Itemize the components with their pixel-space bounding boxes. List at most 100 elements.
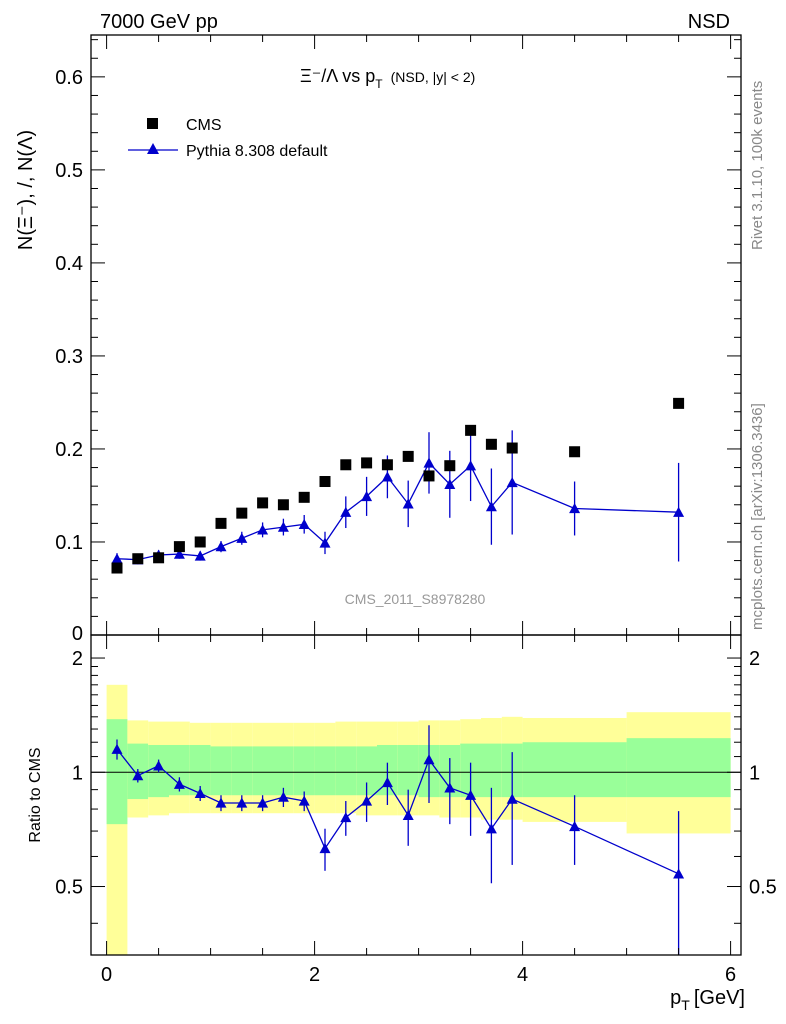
pythia-point	[194, 550, 206, 561]
ratio-point	[111, 743, 123, 754]
x-tick-label: 6	[725, 964, 736, 986]
ratio-plot-frame	[90, 634, 742, 956]
legend-marker-pythia	[147, 143, 159, 154]
ratio-y-tick-label: 2	[72, 648, 83, 670]
x-axis-label-unit: [GeV]	[694, 987, 745, 1009]
ratio-point	[194, 787, 206, 799]
ratio-point	[236, 797, 248, 808]
ratio-band-inner	[481, 743, 502, 798]
ratio-point	[298, 795, 310, 806]
ratio-line	[116, 748, 679, 875]
pythia-point	[673, 506, 685, 517]
pythia-point	[569, 502, 581, 514]
header-process: NSD	[688, 11, 730, 33]
x-axis-label-main: p	[670, 987, 681, 1009]
ratio-band-inner	[293, 746, 315, 796]
cms-point	[111, 562, 123, 574]
ratio-point	[444, 782, 456, 793]
pythia-point	[381, 471, 393, 482]
cms-point	[277, 499, 289, 511]
pythia-point	[319, 537, 331, 548]
cms-point	[361, 457, 373, 469]
legend: CMS Pythia 8.308 default	[128, 117, 328, 160]
cms-point	[173, 541, 185, 553]
pythia-point	[236, 532, 248, 543]
ratio-band-inner	[335, 746, 357, 796]
cms-point	[215, 517, 227, 529]
pythia-point	[423, 457, 435, 468]
analysis-watermark: CMS_2011_S8978280	[345, 591, 486, 607]
cms-point	[257, 497, 269, 509]
ratio-point	[361, 795, 373, 806]
ratio-y-tick-label-right: 2	[749, 648, 760, 670]
legend-marker-cms	[147, 118, 158, 129]
pythia-point	[444, 478, 456, 489]
cms-point	[402, 450, 414, 462]
cms-point	[194, 536, 206, 548]
main-y-tick-label: 0.6	[55, 67, 83, 89]
ratio-band-inner	[356, 746, 377, 796]
ratio-point	[257, 797, 269, 808]
ratio-band-inner	[210, 746, 232, 796]
x-tick-label: 4	[517, 964, 528, 986]
ratio-band-inner	[106, 719, 128, 825]
cms-point	[298, 491, 310, 503]
x-axis-label: pT [GeV]	[670, 987, 745, 1013]
plot-title: Ξ⁻/Λ vs pT (NSD, |y| < 2)	[300, 66, 475, 91]
cms-point	[444, 460, 456, 472]
ratio-point	[215, 797, 227, 808]
rivet-version-text: Rivet 3.1.10, 100k events	[749, 81, 766, 250]
cms-point	[673, 397, 685, 409]
ratio-band-inner	[314, 746, 336, 796]
ratio-band-inner	[252, 746, 273, 796]
main-y-tick-label: 0.5	[55, 160, 83, 182]
ratio-point	[506, 793, 518, 804]
ratio-band-inner	[626, 738, 731, 798]
cms-point	[340, 459, 352, 471]
pythia-point	[298, 518, 310, 529]
header-energy: 7000 GeV pp	[100, 11, 218, 33]
cms-point	[569, 446, 581, 458]
x-axis-label-sub: T	[681, 997, 690, 1013]
plot-title-extra: (NSD, |y| < 2)	[391, 69, 476, 85]
cms-point	[485, 438, 497, 450]
main-panel: 0.1 0.2 0.3 0.4 0.5 0.6 0 Ξ⁻/Λ vs pT (NSD, |y| …	[15, 34, 742, 645]
ratio-point	[173, 778, 185, 789]
ratio-point	[319, 842, 331, 854]
ratio-band-inner	[397, 744, 419, 796]
ratio-point	[569, 820, 581, 832]
x-tick-label: 0	[101, 964, 112, 986]
ratio-band-inner	[273, 746, 294, 796]
ratio-y-axis-label: Ratio to CMS	[27, 747, 44, 842]
ratio-point	[402, 809, 414, 821]
pythia-line	[116, 461, 679, 561]
ratio-band-inner	[189, 744, 211, 796]
main-y-tick-label: 0.3	[55, 346, 83, 368]
cms-point	[465, 424, 477, 436]
ratio-point	[485, 823, 497, 834]
cms-point	[381, 459, 393, 471]
ratio-y-tick-label-right: 1	[749, 762, 760, 784]
ratio-point	[423, 754, 435, 765]
ratio-y-tick-label: 1	[72, 762, 83, 784]
pythia-point	[277, 521, 289, 532]
cms-point	[423, 470, 435, 482]
pythia-point	[361, 490, 373, 502]
cms-point	[506, 442, 518, 454]
cms-point	[236, 507, 248, 519]
pythia-point	[111, 553, 123, 564]
pythia-point	[402, 498, 414, 509]
pythia-point	[465, 460, 477, 471]
ratio-point	[673, 868, 685, 879]
ratio-band-inner	[169, 744, 190, 796]
ratio-point	[153, 760, 165, 771]
main-y-axis-label: N(Ξ⁻), /, N(Λ)	[15, 130, 37, 250]
ratio-point	[381, 776, 393, 788]
main-y-tick-label: 0.1	[55, 532, 83, 554]
cms-point	[132, 553, 144, 565]
ratio-panel: 0.5 0.5 1 1 2 2 0 2 4 6 Ratio to CMS pT [GeV]	[27, 634, 777, 1013]
x-tick-label: 2	[309, 964, 320, 986]
pythia-point	[485, 501, 497, 512]
ratio-y-tick-label-right: 0.5	[749, 877, 777, 899]
